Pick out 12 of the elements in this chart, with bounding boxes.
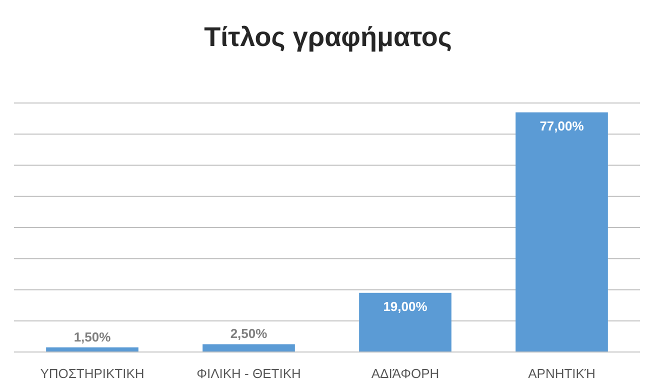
data-label: 19,00%	[383, 298, 428, 314]
bar	[359, 292, 452, 352]
data-label: 1,50%	[74, 329, 112, 344]
x-tick-label: ΑΔΙΆΦΟΡΗ	[371, 366, 440, 381]
bar	[202, 344, 295, 352]
x-tick-label: ΥΠΟΣΤΗΡΙΚΤΙΚΗ	[40, 366, 144, 381]
bar	[516, 112, 608, 352]
chart-title: Τίτλος γραφήματος	[204, 22, 452, 52]
x-tick-label: ΑΡΝΗΤΙΚΉ	[528, 366, 596, 381]
data-label: 77,00%	[540, 118, 584, 134]
data-label: 2,50%	[230, 326, 268, 342]
x-tick-label: ΦΙΛΙΚΗ - ΘΕΤΙΚΗ	[196, 366, 301, 381]
